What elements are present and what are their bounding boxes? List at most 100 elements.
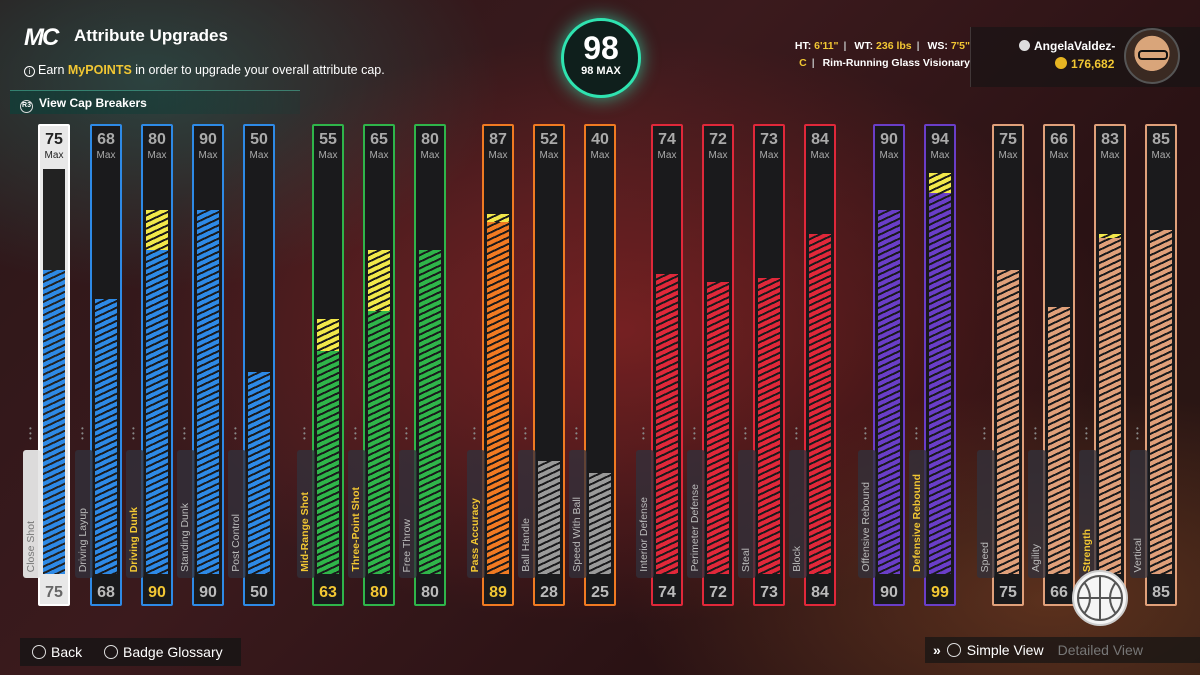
attribute-max-label: Max bbox=[318, 150, 338, 161]
attribute-track bbox=[656, 169, 678, 574]
attribute-defensive-rebound[interactable]: 94 Max 99 Defensive Rebound • • • bbox=[909, 124, 956, 606]
attribute-current-value: 90 bbox=[880, 584, 898, 601]
attribute-max-value: 87 bbox=[489, 131, 507, 148]
attribute-label-tab: Speed bbox=[977, 450, 995, 578]
attribute-speed[interactable]: 75 Max 75 Speed • • • bbox=[977, 124, 1024, 606]
attribute-driving-dunk[interactable]: 80 Max 90 Driving Dunk • • • bbox=[126, 124, 173, 606]
more-dots-icon: • • • bbox=[183, 424, 186, 443]
attribute-max-value: 72 bbox=[709, 131, 727, 148]
attribute-track bbox=[95, 169, 117, 574]
attribute-label: Strength bbox=[1081, 528, 1093, 572]
attribute-current-value: 89 bbox=[489, 584, 507, 601]
attribute-max-label: Max bbox=[810, 150, 830, 161]
attribute-fill bbox=[758, 278, 780, 574]
attribute-max-label: Max bbox=[708, 150, 728, 161]
attribute-fill bbox=[707, 282, 729, 574]
attribute-ball-handle[interactable]: 52 Max 28 Ball Handle • • • bbox=[518, 124, 565, 606]
attribute-strength[interactable]: 83Max84Strength••• bbox=[1079, 124, 1126, 606]
attribute-max-value: 80 bbox=[421, 131, 439, 148]
attribute-current-value: 84 bbox=[811, 584, 829, 601]
vc-coin-icon bbox=[1055, 57, 1067, 69]
basketball-icon[interactable] bbox=[1072, 570, 1128, 626]
attribute-max-label: Max bbox=[879, 150, 899, 161]
attribute-boost bbox=[317, 318, 339, 352]
attribute-max-value: 75 bbox=[999, 131, 1017, 148]
attribute-label-tab: Interior Defense bbox=[636, 450, 654, 578]
attribute-close-shot[interactable]: 75 Max 75 Close Shot • • • bbox=[23, 124, 70, 606]
attribute-max-label: Max bbox=[369, 150, 389, 161]
attribute-max-label: Max bbox=[1100, 150, 1120, 161]
attribute-post-control[interactable]: 50 Max 50 Post Control • • • bbox=[228, 124, 275, 606]
attribute-standing-dunk[interactable]: 90 Max 90 Standing Dunk • • • bbox=[177, 124, 224, 606]
attribute-interior-defense[interactable]: 74 Max 74 Interior Defense • • • bbox=[636, 124, 683, 606]
more-dots-icon: • • • bbox=[81, 424, 84, 443]
attribute-max-label: Max bbox=[198, 150, 218, 161]
simple-view-tab[interactable]: Simple View bbox=[966, 642, 1044, 658]
attribute-max-value: 73 bbox=[760, 131, 778, 148]
attribute-speed-with-ball[interactable]: 40 Max 25 Speed With Ball • • • bbox=[569, 124, 616, 606]
attribute-fill bbox=[809, 233, 831, 574]
attribute-max-value: 94 bbox=[931, 131, 949, 148]
attribute-label: Vertical bbox=[1132, 537, 1144, 572]
attribute-free-throw[interactable]: 80 Max 80 Free Throw • • • bbox=[399, 124, 446, 606]
attribute-perimeter-defense[interactable]: 72 Max 72 Perimeter Defense • • • bbox=[687, 124, 734, 606]
attribute-label-tab: Strength bbox=[1079, 450, 1097, 578]
attribute-max-label: Max bbox=[759, 150, 779, 161]
view-cap-breakers-button[interactable]: R3 View Cap Breakers bbox=[10, 90, 300, 114]
attribute-max-label: Max bbox=[420, 150, 440, 161]
attribute-fill bbox=[487, 221, 509, 574]
attribute-label: Block bbox=[791, 546, 803, 572]
attribute-max-value: 90 bbox=[880, 131, 898, 148]
attribute-track bbox=[197, 169, 219, 574]
attribute-offensive-rebound[interactable]: 90 Max 90 Offensive Rebound • • • bbox=[858, 124, 905, 606]
attribute-max-value: 66 bbox=[1050, 131, 1068, 148]
page-title: Attribute Upgrades bbox=[74, 26, 228, 45]
attribute-current-value: 80 bbox=[421, 584, 439, 601]
attribute-label: Speed With Ball bbox=[571, 497, 583, 572]
attribute-max-label: Max bbox=[249, 150, 269, 161]
attribute-max-value: 50 bbox=[250, 131, 268, 148]
page-subtitle: i Earn MyPOINTS in order to upgrade your … bbox=[24, 63, 385, 77]
attribute-mid-range-shot[interactable]: 55 Max 63 Mid-Range Shot • • • bbox=[297, 124, 344, 606]
attribute-driving-layup[interactable]: 68 Max 68 Driving Layup • • • bbox=[75, 124, 122, 606]
attribute-label-tab: Pass Accuracy bbox=[467, 450, 485, 578]
attribute-max-value: 83 bbox=[1101, 131, 1119, 148]
attribute-track bbox=[487, 169, 509, 574]
height: 6'11" bbox=[814, 40, 839, 52]
badge-glossary-button[interactable]: Badge Glossary bbox=[86, 644, 223, 660]
attribute-current-value: 80 bbox=[370, 584, 388, 601]
attribute-label-tab: Agility bbox=[1028, 450, 1046, 578]
attribute-agility[interactable]: 66 Max 66 Agility • • • bbox=[1028, 124, 1075, 606]
attribute-track bbox=[1099, 169, 1121, 574]
attribute-pass-accuracy[interactable]: 87 Max 89 Pass Accuracy • • • bbox=[467, 124, 514, 606]
attribute-current-value: 90 bbox=[148, 584, 166, 601]
footer-controls: Back Badge Glossary bbox=[20, 638, 241, 666]
attribute-track bbox=[809, 169, 831, 574]
attribute-label: Free Throw bbox=[401, 518, 413, 573]
attribute-max-value: 55 bbox=[319, 131, 337, 148]
attribute-max-value: 65 bbox=[370, 131, 388, 148]
attribute-current-value: 68 bbox=[97, 584, 115, 601]
attribute-track bbox=[419, 169, 441, 574]
attribute-label-tab: Post Control bbox=[228, 450, 246, 578]
double-chevron-icon: » bbox=[933, 642, 941, 658]
back-button[interactable]: Back bbox=[32, 644, 82, 660]
attribute-track bbox=[368, 169, 390, 574]
more-dots-icon: • • • bbox=[132, 424, 135, 443]
attribute-three-point-shot[interactable]: 65 Max 80 Three-Point Shot • • • bbox=[348, 124, 395, 606]
attribute-current-value: 85 bbox=[1152, 584, 1170, 601]
attribute-track bbox=[929, 169, 951, 574]
square-button-icon bbox=[104, 645, 119, 659]
attribute-steal[interactable]: 73 Max 73 Steal • • • bbox=[738, 124, 785, 606]
detailed-view-tab[interactable]: Detailed View bbox=[1057, 642, 1143, 658]
attribute-label-tab: Steal bbox=[738, 450, 756, 578]
overall-rating-badge: 98 98 MAX bbox=[561, 18, 641, 98]
attribute-label-tab: Mid-Range Shot bbox=[297, 450, 315, 578]
attribute-fill bbox=[197, 209, 219, 574]
more-dots-icon: • • • bbox=[1085, 424, 1088, 443]
attribute-vertical[interactable]: 85 Max 85 Vertical • • • bbox=[1130, 124, 1177, 606]
attribute-block[interactable]: 84 Max 84 Block • • • bbox=[789, 124, 836, 606]
attribute-max-value: 80 bbox=[148, 131, 166, 148]
more-dots-icon: • • • bbox=[1034, 424, 1037, 443]
mypoints-highlight: MyPOINTS bbox=[67, 63, 132, 77]
